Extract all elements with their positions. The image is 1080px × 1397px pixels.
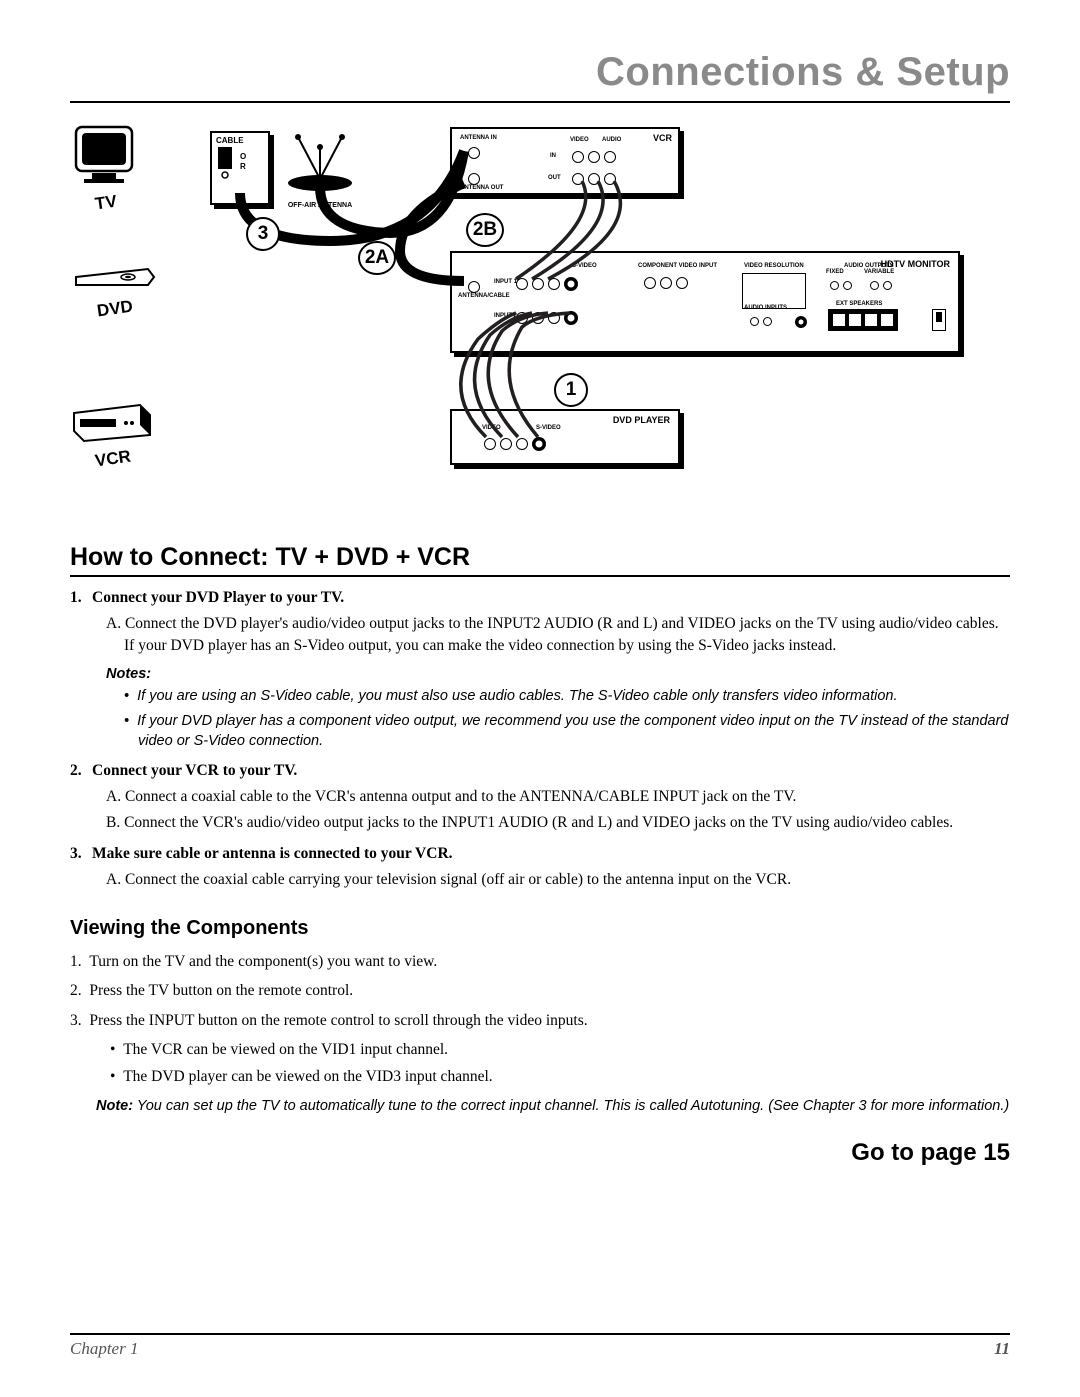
tv-label: TV — [69, 188, 143, 218]
step2-heading-text: Connect your VCR to your TV. — [92, 762, 297, 779]
viewing-title: Viewing the Components — [70, 917, 1010, 940]
svg-text:R: R — [240, 162, 246, 171]
step1-heading: 1.Connect your DVD Player to your TV. — [70, 589, 1010, 607]
step2-heading: 2.Connect your VCR to your TV. — [70, 762, 1010, 780]
lbl: AUDIO — [602, 137, 621, 143]
antenna-icon: OFF-AIR ANTENNA — [280, 127, 360, 209]
note1-text: If you are using an S-Video cable, you m… — [137, 688, 897, 704]
connection-diagram: TV DVD VCR CABLE O R — [70, 121, 1010, 521]
step1-heading-text: Connect your DVD Player to your TV. — [92, 589, 344, 606]
step3-heading-text: Make sure cable or antenna is connected … — [92, 845, 453, 862]
step3-a-text: Connect the coaxial cable carrying your … — [125, 871, 791, 888]
dvd-panel-label: DVD PLAYER — [613, 415, 670, 425]
step-2b-circle: 2B — [466, 213, 504, 247]
step2-b: B. Connect the VCR's audio/video output … — [106, 812, 1010, 834]
viewing-sub1: • The VCR can be viewed on the VID1 inpu… — [110, 1038, 1010, 1061]
step-3-circle: 3 — [246, 217, 280, 251]
lbl: VIDEO — [570, 137, 589, 143]
vcr-panel: VCR ANTENNA IN ANTENNA OUT IN OUT VIDEO … — [450, 127, 680, 195]
footer-page-number: 11 — [994, 1339, 1010, 1359]
step-1-circle: 1 — [554, 373, 588, 407]
lbl: COMPONENT VIDEO INPUT — [638, 263, 717, 269]
viewing-2-text: Press the TV button on the remote contro… — [89, 982, 353, 999]
viewing-note: Note: You can set up the TV to automatic… — [96, 1096, 1010, 1117]
vcr-label: VCR — [69, 443, 157, 475]
header-rule — [70, 101, 1010, 103]
tv-icon: TV — [70, 121, 142, 213]
svg-text:O: O — [240, 152, 246, 161]
note2-text: If your DVD player has a component video… — [137, 713, 1008, 750]
cable-text: CABLE — [216, 136, 244, 145]
dvd-icon: DVD — [70, 261, 160, 319]
lbl: ANTENNA/CABLE — [458, 293, 492, 299]
viewing-sub2: • The DVD player can be viewed on the VI… — [110, 1065, 1010, 1088]
lbl: S-VIDEO — [536, 425, 561, 431]
viewing-1: 1. Turn on the TV and the component(s) y… — [70, 950, 1010, 973]
lbl: VARIABLE — [864, 269, 894, 275]
step1-note2: • If your DVD player has a component vid… — [124, 711, 1010, 752]
viewing-3: 3. Press the INPUT button on the remote … — [70, 1009, 1010, 1032]
step1-a: A. Connect the DVD player's audio/video … — [106, 613, 1010, 658]
lbl: IN — [550, 153, 556, 159]
step3-a: A. Connect the coaxial cable carrying yo… — [106, 869, 1010, 891]
note-prefix: Note: — [96, 1098, 133, 1114]
lbl: INPUT 1 — [494, 279, 517, 285]
dvd-panel: DVD PLAYER VIDEO S-VIDEO — [450, 409, 680, 465]
vcr-icon: VCR — [70, 401, 156, 469]
step-2a-circle: 2A — [358, 241, 396, 275]
antenna-text: OFF-AIR ANTENNA — [280, 202, 360, 209]
step1-a-text: Connect the DVD player's audio/video out… — [124, 615, 999, 654]
viewing-sub2-text: The DVD player can be viewed on the VID3… — [123, 1068, 492, 1085]
viewing-2: 2. Press the TV button on the remote con… — [70, 979, 1010, 1002]
page-header-title: Connections & Setup — [70, 50, 1010, 95]
cable-antenna-box: CABLE O R — [210, 131, 270, 205]
lbl: ANTENNA OUT — [460, 185, 503, 191]
dvd-label: DVD — [69, 293, 161, 325]
step2-a-text: Connect a coaxial cable to the VCR's ant… — [125, 788, 796, 805]
step2-a: A. Connect a coaxial cable to the VCR's … — [106, 786, 1010, 808]
lbl: S-VIDEO — [572, 263, 597, 269]
page-footer: Chapter 1 11 — [70, 1333, 1010, 1359]
section-title: How to Connect: TV + DVD + VCR — [70, 543, 1010, 577]
viewing-sub1-text: The VCR can be viewed on the VID1 input … — [123, 1041, 448, 1058]
footer-chapter: Chapter 1 — [70, 1339, 138, 1359]
viewing-1-text: Turn on the TV and the component(s) you … — [89, 953, 437, 970]
lbl: EXT SPEAKERS — [836, 301, 882, 307]
viewing-3-text: Press the INPUT button on the remote con… — [89, 1012, 587, 1029]
hdtv-panel: HDTV MONITOR ANTENNA/CABLE INPUT 1 INPUT… — [450, 251, 960, 353]
step1-note1: • If you are using an S-Video cable, you… — [124, 686, 1010, 707]
lbl: AUDIO INPUTS — [744, 305, 787, 311]
step3-heading: 3.Make sure cable or antenna is connecte… — [70, 845, 1010, 863]
lbl: ANTENNA IN — [460, 135, 497, 141]
goto-page: Go to page 15 — [70, 1139, 1010, 1167]
notes-label: Notes: — [106, 666, 1010, 682]
lbl: VIDEO RESOLUTION — [744, 263, 804, 269]
step2-b-text: Connect the VCR's audio/video output jac… — [124, 814, 953, 831]
lbl: OUT — [548, 175, 561, 181]
viewing-note-text: You can set up the TV to automatically t… — [133, 1098, 1009, 1114]
vcr-panel-label: VCR — [653, 133, 672, 143]
lbl: INPUT 2 — [494, 313, 517, 319]
lbl: VIDEO — [482, 425, 501, 431]
lbl: FIXED — [826, 269, 844, 275]
